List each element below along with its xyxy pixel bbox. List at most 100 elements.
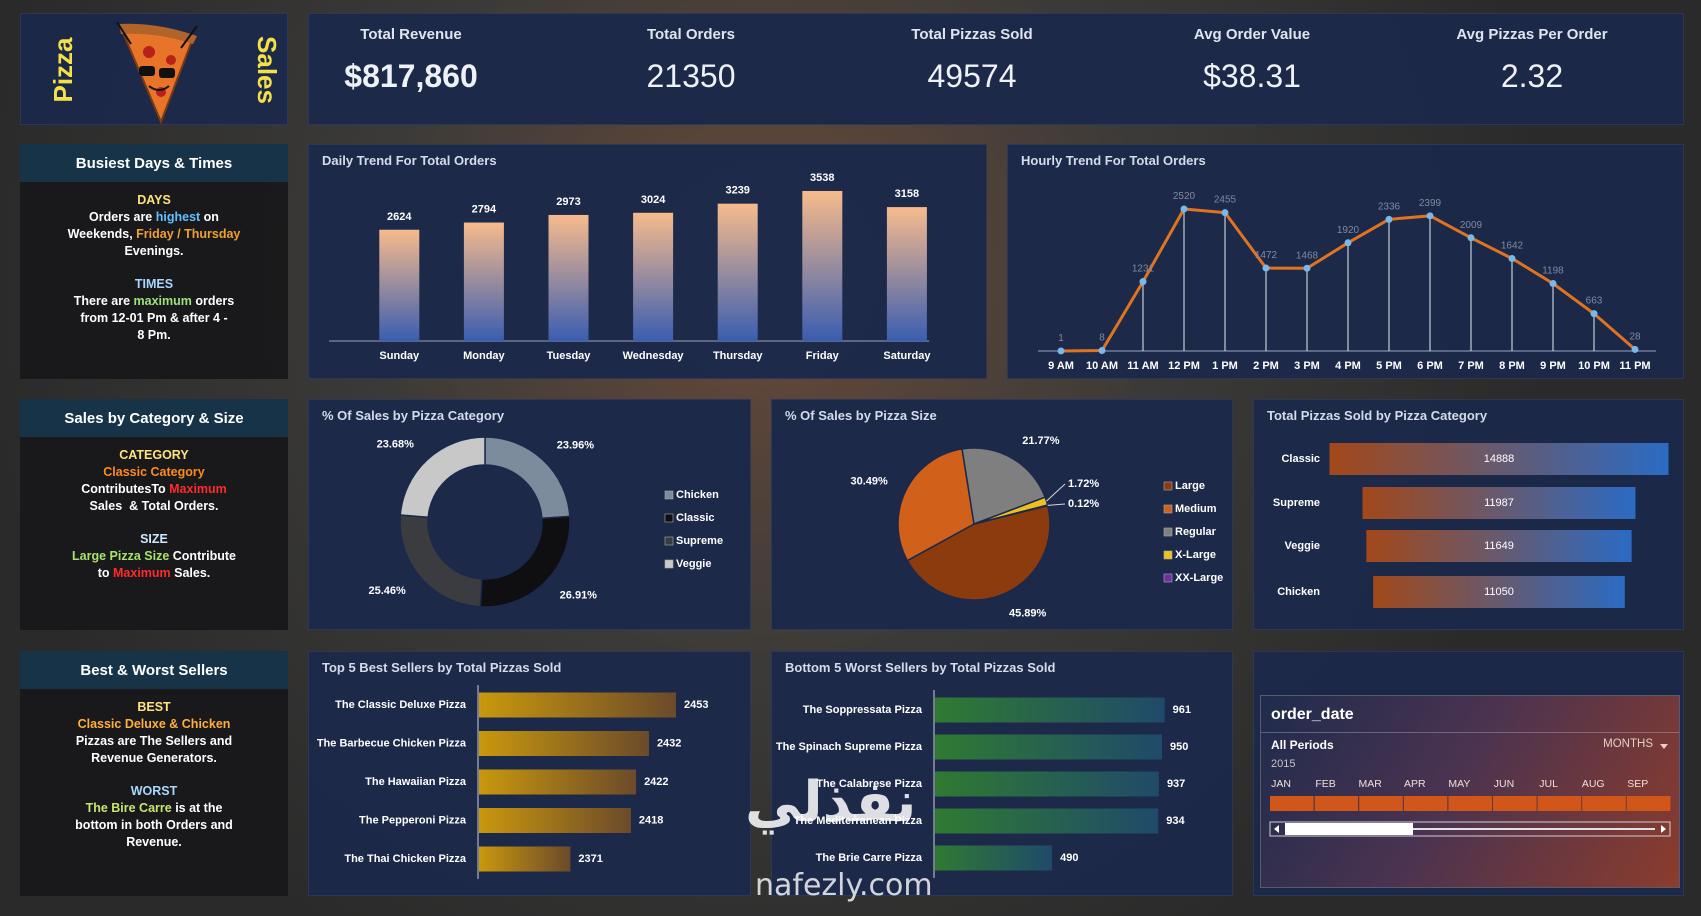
bar [479,846,571,872]
timeline[interactable]: JAN FEB MAR APR MAY JUN JUL AUG SEP [1261,774,1679,844]
note-text: Maximum [169,482,227,496]
data-label: 950 [1170,741,1188,753]
y-tick-label: The Thai Chicken Pizza [344,853,467,865]
bar [1366,530,1632,562]
scroll-thumb[interactable] [1285,823,1413,835]
note-text: Classic Category [103,465,205,479]
kpi-label: Avg Order Value [1193,26,1311,43]
data-label: 3158 [895,188,919,200]
data-label: 2973 [556,196,580,208]
bar [1362,487,1636,519]
x-tick-label: Tuesday [547,350,592,362]
month-cell[interactable] [1493,796,1537,811]
data-label: 26.91% [560,590,598,602]
kpi-card: Avg Order Value $38.31 [1122,14,1382,126]
scroll-track [1269,821,1671,837]
marker [1631,345,1639,353]
kpi-value: 21350 [646,58,736,94]
note-heading: CATEGORY [119,448,189,462]
chart-title: % Of Sales by Pizza Category [322,408,505,423]
data-label: 2624 [387,211,412,223]
data-label: 1920 [1337,225,1360,236]
chart-title: % Of Sales by Pizza Size [785,408,937,423]
note-text: Maximum [113,566,171,580]
chart: 961 The Soppressata Pizza 950 The Spinach S… [776,690,1191,878]
month-cell[interactable] [1314,796,1359,811]
month-cell[interactable] [1537,796,1582,811]
month-cell[interactable] [1626,796,1671,811]
note-section: SIZE Large Pizza Size Contribute to Maximu… [20,531,288,582]
note-text: Sales & Total Orders. [89,499,219,513]
note-title: Best & Worst Sellers [20,651,288,689]
slicer-year: 2015 [1271,758,1296,770]
note-line: 8 Pm. [20,327,288,344]
note-line: The Bire Carre is at the [20,800,288,817]
legend-swatch [664,559,674,569]
bar [548,214,589,341]
x-tick-label: 6 PM [1417,360,1443,372]
x-tick-label: 10 PM [1578,360,1610,372]
bar [379,229,420,341]
month-label: APR [1404,778,1426,790]
slice [399,436,486,519]
legend-label: Classic [676,512,715,524]
chart-panel: 1 9 AM 8 10 AM 1231 11 AM 2520 12 PM 2455 1 PM 147… [1007,144,1684,379]
note-text: Friday / Thursday [136,227,241,241]
note-title: Sales by Category & Size [20,399,288,437]
bar [1329,443,1669,475]
month-cell[interactable] [1403,796,1448,811]
x-tick-label: 1 PM [1212,360,1238,372]
bar [935,734,1163,760]
chart-panel: 23.96% Chicken 26.91% Classic 25.46% Supreme 2… [308,399,751,630]
month-cell[interactable] [1582,796,1626,811]
note-section: TIMES There are maximum orders from 12-01 … [20,276,288,344]
slicer-level[interactable]: MONTHS [1603,738,1653,750]
data-label: 3239 [725,185,749,197]
x-tick-label: 9 AM [1048,360,1074,372]
note-line: Orders are highest on [20,209,288,226]
data-label: 1198 [1542,265,1564,276]
legend-label: Chicken [676,489,719,501]
kpi-label: Total Pizzas Sold [911,26,1033,43]
marker [1057,347,1065,355]
y-tick-label: The Hawaiian Pizza [365,776,467,788]
dropdown-arrow[interactable] [1659,742,1669,750]
note-text: Evenings. [124,244,184,258]
note-heading: BEST [137,700,171,714]
x-tick-label: 3 PM [1294,360,1320,372]
x-tick-label: Wednesday [623,350,685,362]
scroll-left[interactable] [1274,825,1279,833]
data-label: 2336 [1378,201,1401,212]
month-cell[interactable] [1270,796,1314,811]
note-panel: Busiest Days & Times DAYS Orders are highe… [20,144,288,379]
month-cell[interactable] [1359,796,1403,811]
data-label: 1.72% [1068,478,1099,490]
chart: 45.89% Large 30.49% Medium 21.77% Regular 1.72… [850,435,1223,619]
chart: 1 9 AM 8 10 AM 1231 11 AM 2520 12 PM 2455 1 PM 147… [1038,191,1656,372]
y-tick-label: The Soppressata Pizza [803,704,923,716]
kpi-label: Total Revenue [360,26,462,43]
slice [479,515,571,608]
data-label: 961 [1173,704,1191,716]
month-cell[interactable] [1448,796,1492,811]
month-label: JUL [1539,778,1558,790]
y-tick-label: The Classic Deluxe Pizza [335,699,467,711]
x-tick-label: Thursday [713,350,763,362]
chart: 14888 Classic 11987 Supreme 11649 Veggie 11050… [1273,443,1669,608]
bar [479,692,676,718]
x-tick-label: 4 PM [1335,360,1361,372]
x-tick-label: Sunday [379,350,420,362]
month-label: MAR [1359,778,1383,790]
note-line: Evenings. [20,243,288,260]
logo-panel: Pizza Sales [20,13,288,125]
note-heading: DAYS [137,193,171,207]
legend-label: X-Large [1175,549,1216,561]
chart-title: Top 5 Best Sellers by Total Pizzas Sold [322,660,562,675]
data-label: 30.49% [850,476,888,488]
logo-left: Pizza [48,37,78,103]
note-body: BEST Classic Deluxe & Chicken Pizzas are T… [20,689,288,851]
scroll-right[interactable] [1661,825,1666,833]
logo-right: Sales [252,36,282,104]
marker [1590,310,1598,318]
data-label: 937 [1167,778,1185,790]
